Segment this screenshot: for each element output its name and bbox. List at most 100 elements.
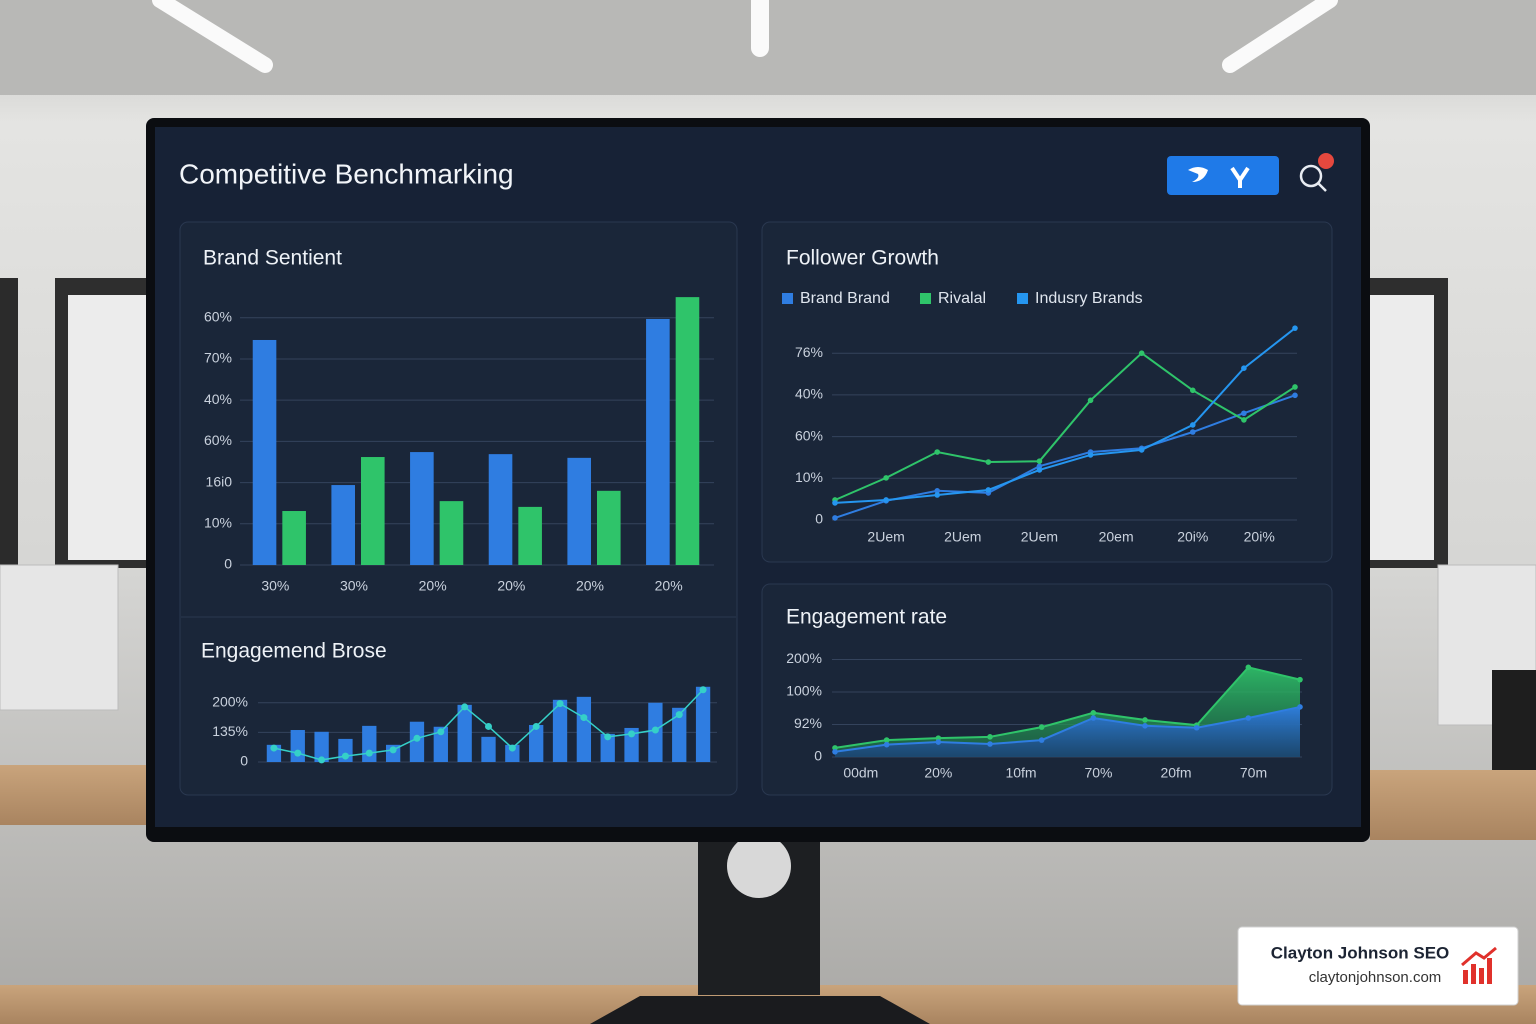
window [1370, 295, 1434, 560]
point [1241, 410, 1247, 417]
bar [600, 733, 615, 762]
bar [576, 696, 592, 762]
x-tick-label: 2Uem [944, 529, 981, 545]
point [1087, 397, 1094, 404]
y-tick-label: 10% [204, 514, 232, 530]
point [934, 492, 941, 498]
share-button[interactable] [1167, 156, 1279, 195]
point [1292, 325, 1298, 331]
point [987, 741, 993, 747]
panel [761, 221, 1333, 563]
point [832, 745, 838, 751]
y-tick-label: 40% [204, 391, 232, 407]
ceiling-light [152, 0, 273, 73]
desk [1370, 770, 1536, 840]
desk [0, 765, 147, 825]
search-icon [1317, 182, 1327, 192]
point [1142, 717, 1148, 723]
line [834, 394, 1296, 519]
point [832, 515, 838, 521]
watermark-box [1237, 926, 1519, 1006]
point [832, 500, 838, 506]
x-tick-label: 00dm [843, 765, 878, 781]
x-tick-label: 20% [576, 578, 604, 594]
x-tick-label: 20% [924, 765, 952, 781]
point [437, 728, 445, 736]
point [389, 746, 397, 754]
window [68, 295, 147, 560]
x-tick-label: 2Uem [867, 529, 904, 545]
bar [597, 490, 621, 565]
point [580, 714, 588, 722]
bar [695, 686, 711, 762]
bar [252, 339, 277, 565]
point [508, 744, 516, 752]
point [628, 730, 636, 738]
legend-swatch [920, 293, 931, 304]
y-tick-label: 40% [795, 386, 823, 402]
point [1189, 387, 1196, 394]
bar [672, 707, 687, 762]
y-tick-label: 100% [786, 683, 822, 699]
x-tick-label: 70% [1084, 765, 1112, 781]
bar [331, 485, 355, 565]
point [699, 686, 707, 694]
y-tick-label: 16i0 [206, 473, 233, 489]
point [675, 711, 683, 719]
point [270, 744, 278, 752]
bar [409, 721, 425, 762]
point [1036, 467, 1043, 473]
monitor-left [0, 564, 119, 711]
point [413, 734, 421, 742]
point [1038, 737, 1045, 743]
point [883, 475, 889, 481]
point [832, 749, 838, 755]
point [1245, 715, 1252, 721]
watermark-name: Clayton Johnson SEO [1271, 943, 1450, 962]
x-tick-label: 20i% [1244, 529, 1275, 545]
point [1087, 452, 1094, 458]
line [834, 705, 1301, 753]
bird-icon [1230, 166, 1250, 188]
line [834, 327, 1296, 504]
point [1189, 429, 1196, 435]
legend-label: Indusry Brands [1035, 290, 1143, 307]
point [1142, 723, 1148, 729]
bird-icon [1188, 167, 1208, 182]
point [556, 700, 564, 708]
x-tick-label: 20em [1099, 529, 1134, 545]
point [883, 497, 889, 503]
bar [290, 730, 305, 762]
bar [481, 736, 496, 762]
x-tick-label: 20% [655, 578, 683, 594]
point [934, 488, 941, 494]
bar [529, 724, 544, 762]
bar [675, 297, 700, 565]
point [1036, 458, 1043, 465]
window-frame [0, 278, 18, 568]
search-icon[interactable] [1299, 164, 1323, 188]
chart-title: Brand Sentient [203, 247, 342, 270]
x-tick-label: 70m [1240, 765, 1267, 781]
point [365, 749, 373, 757]
bar [410, 452, 434, 565]
point [1189, 422, 1196, 428]
line [834, 351, 1296, 501]
bar [439, 501, 464, 565]
bar [361, 457, 385, 565]
y-tick-label: 0 [815, 511, 823, 527]
point [1038, 724, 1045, 730]
chart-title: Engagement rate [786, 606, 947, 629]
x-tick-label: 20% [497, 578, 525, 594]
x-tick-label: 10fm [1005, 765, 1036, 781]
point [985, 459, 992, 465]
point [341, 752, 349, 760]
y-tick-label: 70% [204, 350, 232, 366]
point [1138, 350, 1145, 356]
x-tick-label: 20i% [1177, 529, 1208, 545]
y-tick-label: 60% [795, 427, 823, 443]
y-tick-label: 76% [795, 344, 823, 360]
y-tick-label: 60% [204, 308, 232, 324]
